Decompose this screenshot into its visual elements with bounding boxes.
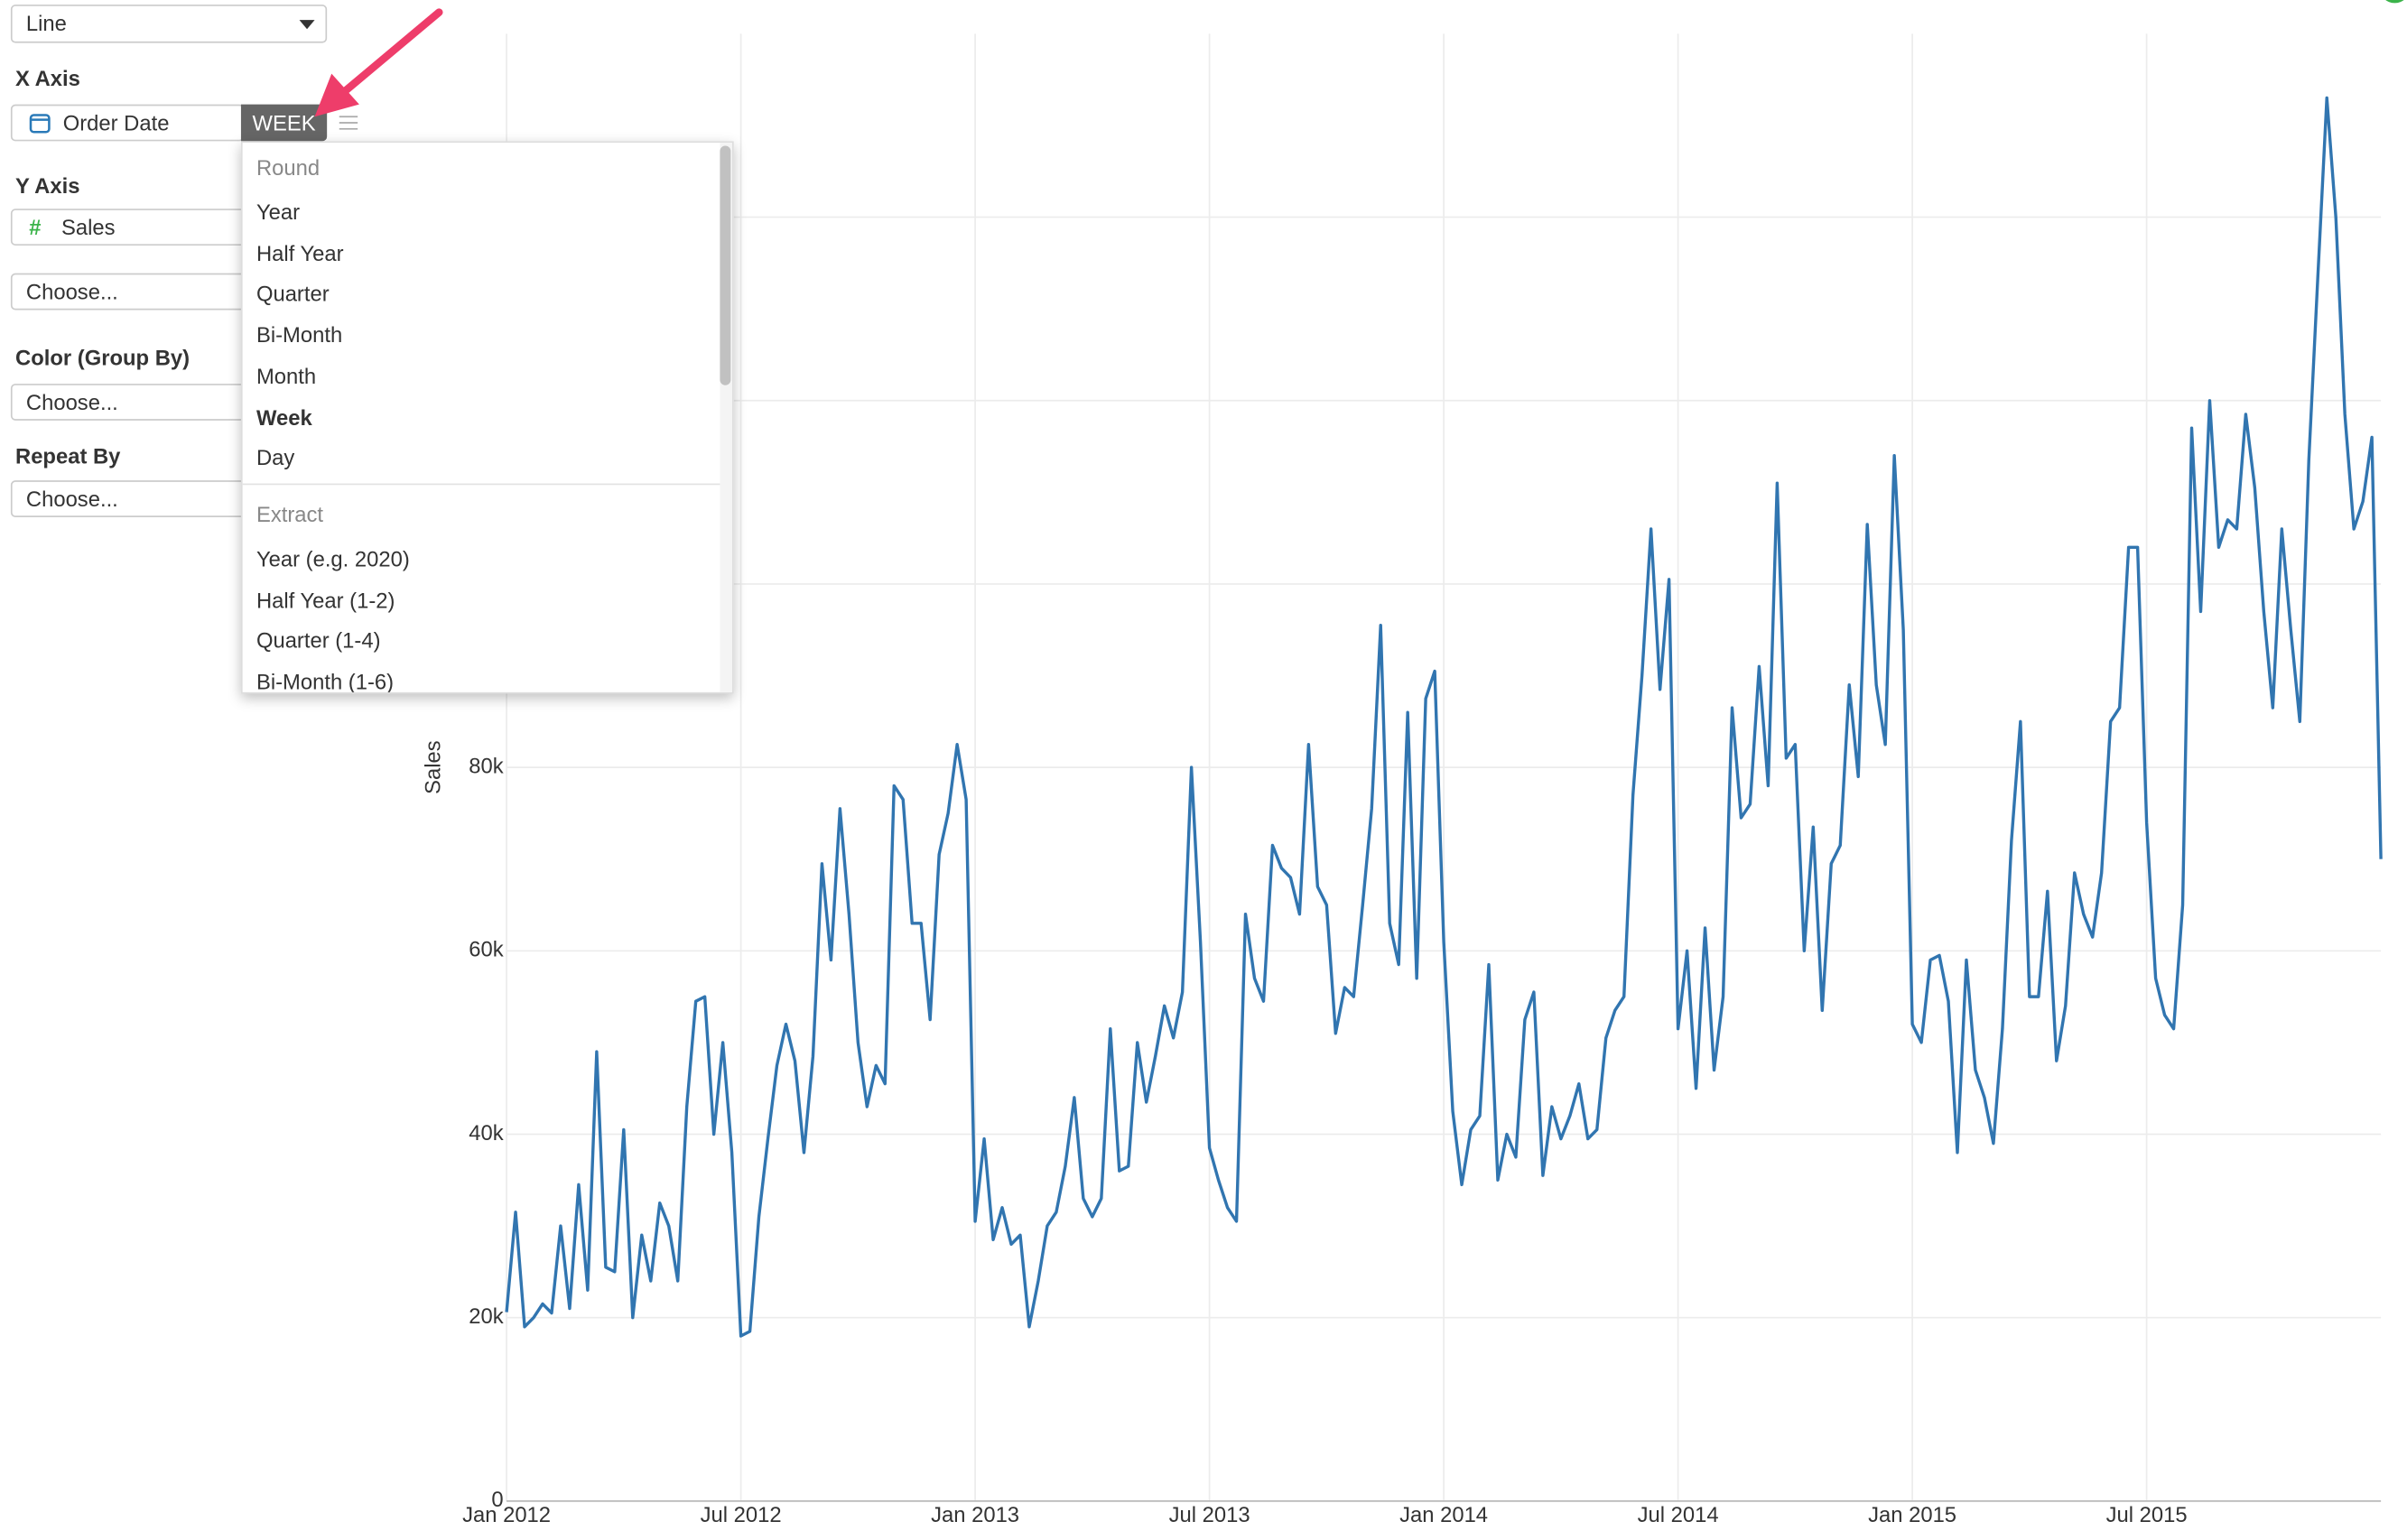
menu-item[interactable]: Quarter (256, 281, 330, 307)
placeholder: Choose... (25, 486, 118, 512)
menu-header: Extract (256, 501, 324, 527)
x-axis-label: X Axis (15, 66, 80, 91)
menu-icon[interactable] (338, 114, 359, 132)
status-dot (2385, 0, 2404, 4)
calendar-icon (29, 114, 51, 134)
menu-item[interactable]: Half Year (256, 240, 344, 265)
arrow-annotation (314, 8, 443, 117)
number-icon: # (29, 215, 42, 240)
data-line (505, 96, 2383, 1338)
color-label: Color (Group By) (15, 345, 191, 370)
menu-item[interactable]: Bi-Month (256, 322, 343, 348)
menu-item[interactable]: Week (256, 404, 312, 430)
x-tick-label: Jan 2014 (1399, 1503, 1488, 1527)
unit: WEEK (252, 110, 316, 135)
y-axis-label: Sales (421, 740, 445, 794)
menu-item[interactable]: Year (e.g. 2020) (256, 546, 410, 571)
y-tick-label: 20k (469, 1304, 503, 1329)
caret (299, 20, 315, 30)
x-tick-label: Jul 2014 (1638, 1503, 1719, 1527)
menu-item[interactable]: Day (256, 445, 295, 470)
y-field-name: Sales (61, 215, 116, 240)
chart-type: Line (25, 10, 67, 36)
chart-type-select[interactable]: Line (10, 5, 328, 43)
x-tick-label: Jul 2012 (701, 1503, 782, 1527)
menu-item[interactable]: Year (256, 199, 301, 225)
menu-item[interactable]: Quarter (1-4) (256, 627, 381, 654)
x-tick-label: Jan 2015 (1868, 1503, 1956, 1527)
placeholder: Choose... (25, 389, 118, 415)
scroll-thumb[interactable] (720, 145, 731, 385)
separator (242, 483, 720, 486)
placeholder: Choose... (25, 279, 118, 304)
y-tick-label: 40k (469, 1121, 503, 1146)
y-axis-label: Y Axis (15, 173, 80, 199)
y-tick-label: 60k (469, 938, 503, 962)
menu-item[interactable]: Month (256, 363, 317, 388)
y-tick-label: 80k (469, 754, 503, 778)
repeat-label: Repeat By (15, 443, 121, 468)
menu-item[interactable]: Half Year (1-2) (256, 587, 395, 612)
x-tick-label: Jan 2013 (931, 1503, 1019, 1527)
x-tick-label: Jul 2013 (1169, 1503, 1250, 1527)
x-field[interactable]: Order Date (10, 104, 245, 142)
unit-menu: Round Year Half Year Quarter Bi-Month Month We… (240, 141, 734, 694)
unit-button[interactable]: WEEK (240, 104, 328, 142)
x-tick-label: Jul 2015 (2106, 1503, 2188, 1527)
menu-header: Round (256, 154, 321, 180)
menu-item[interactable]: Bi-Month (1-6) (256, 669, 395, 694)
y-tick-label: 0 (491, 1488, 503, 1512)
x-tick-label: Jan 2012 (462, 1503, 551, 1527)
x-field-name: Order Date (62, 110, 170, 135)
